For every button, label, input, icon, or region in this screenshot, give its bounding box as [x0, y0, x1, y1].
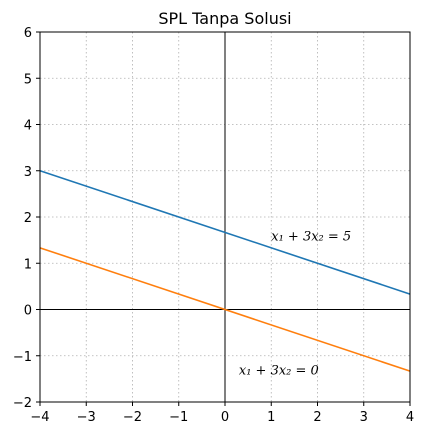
x-tick-label: −2: [123, 410, 142, 425]
annotation-2: x₁ + 3x₂ = 0: [239, 364, 319, 379]
annotations-group: x₁ + 3x₂ = 5 x₁ + 3x₂ = 0: [239, 230, 351, 379]
y-tick-label: 0: [24, 304, 32, 319]
x-tick-label: 1: [267, 410, 275, 425]
x-tick-label: 0: [221, 410, 229, 425]
y-tick-label: 6: [24, 26, 32, 41]
chart-title: SPL Tanpa Solusi: [158, 9, 291, 28]
x-tick-label: −3: [77, 410, 96, 425]
y-tick-label: −2: [13, 396, 32, 411]
x-tick-label: −1: [169, 410, 188, 425]
y-tick-label: 5: [24, 72, 32, 87]
series-group: [39, 169, 411, 372]
axes-lines: [40, 32, 410, 402]
series-line-2: [39, 247, 411, 372]
x-tick-label: −4: [30, 410, 49, 425]
ticks-group: −4 −3 −2 −1 0 1 2 3 4 −2 −1 0 1 2 3 4 5 6: [13, 26, 414, 425]
x-tick-label: 2: [313, 410, 321, 425]
x-tick-label: 4: [406, 410, 414, 425]
series-line-1: [39, 169, 411, 295]
y-tick-label: 2: [24, 211, 32, 226]
y-tick-label: −1: [13, 350, 32, 365]
plot-frame: [39, 31, 411, 403]
annotation-1: x₁ + 3x₂ = 5: [271, 230, 351, 245]
y-tick-label: 4: [24, 119, 32, 134]
x-tick-label: 3: [360, 410, 368, 425]
y-tick-label: 1: [24, 257, 32, 272]
y-tick-label: 3: [24, 165, 32, 180]
